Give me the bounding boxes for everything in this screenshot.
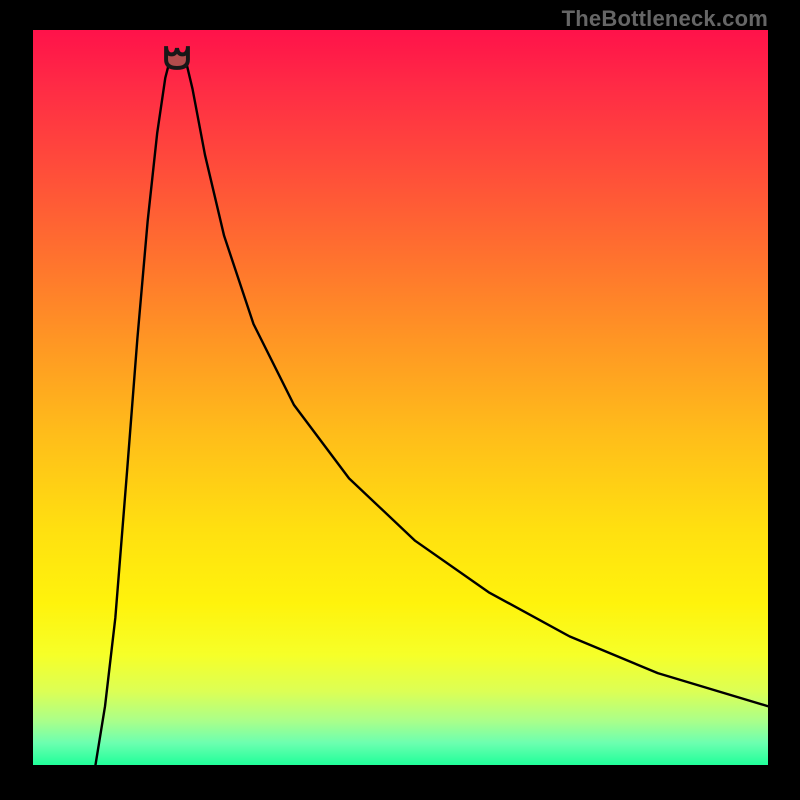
curve-path: [185, 58, 768, 706]
watermark-label: TheBottleneck.com: [562, 6, 768, 31]
watermark-text: TheBottleneck.com: [562, 6, 768, 32]
v-marker-shape: [166, 46, 188, 68]
curve-path: [95, 58, 170, 765]
v-marker: [164, 43, 190, 71]
plot-area: [33, 30, 768, 765]
curves-layer: [33, 30, 768, 765]
chart-container: TheBottleneck.com: [0, 0, 800, 800]
